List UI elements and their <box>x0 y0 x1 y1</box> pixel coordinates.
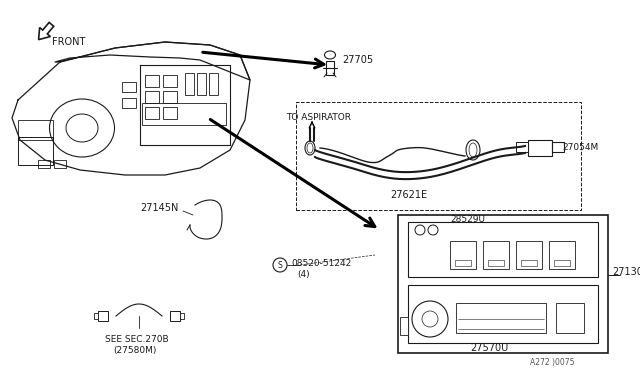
Bar <box>38 160 50 168</box>
Ellipse shape <box>324 51 335 59</box>
Bar <box>408 222 598 277</box>
Text: 28529U: 28529U <box>450 215 485 224</box>
Ellipse shape <box>469 143 477 157</box>
Bar <box>54 160 66 168</box>
Bar <box>326 61 334 75</box>
Text: 27570U: 27570U <box>470 343 508 353</box>
Bar <box>197 73 206 95</box>
Text: (27580M): (27580M) <box>113 346 156 355</box>
Text: 27145N: 27145N <box>140 203 179 213</box>
Bar <box>163 91 177 103</box>
Bar <box>528 140 552 156</box>
Bar <box>142 103 226 125</box>
Circle shape <box>428 225 438 235</box>
Text: FRONT: FRONT <box>52 37 85 47</box>
Text: 27621E: 27621E <box>390 190 427 200</box>
Bar <box>18 120 53 140</box>
Bar <box>549 241 575 269</box>
Bar <box>521 260 537 266</box>
Bar <box>122 98 136 108</box>
Bar <box>516 241 542 269</box>
Bar <box>94 313 98 319</box>
Bar <box>556 303 584 333</box>
Bar <box>145 91 159 103</box>
Ellipse shape <box>305 141 315 155</box>
Bar <box>398 215 608 353</box>
Ellipse shape <box>307 143 313 153</box>
Bar <box>98 311 108 321</box>
Bar <box>163 107 177 119</box>
Bar <box>408 285 598 343</box>
Text: 27705: 27705 <box>342 55 373 65</box>
Text: 27130: 27130 <box>612 267 640 277</box>
Polygon shape <box>38 22 54 40</box>
Circle shape <box>273 258 287 272</box>
Bar <box>122 82 136 92</box>
Bar <box>180 313 184 319</box>
Bar <box>18 137 53 165</box>
Circle shape <box>415 225 425 235</box>
Text: (4): (4) <box>297 269 310 279</box>
Bar <box>400 317 408 335</box>
Bar <box>296 102 581 210</box>
Text: 08520-51242: 08520-51242 <box>291 259 351 267</box>
Bar <box>170 311 180 321</box>
Text: 27054M: 27054M <box>562 142 598 151</box>
Bar <box>554 260 570 266</box>
Ellipse shape <box>466 140 480 160</box>
Bar <box>552 142 564 152</box>
Bar <box>455 260 471 266</box>
Bar <box>163 75 177 87</box>
Bar <box>145 107 159 119</box>
Bar <box>450 241 476 269</box>
Bar <box>516 142 528 152</box>
Bar <box>145 75 159 87</box>
Text: A272 )0075: A272 )0075 <box>530 359 575 368</box>
Bar <box>483 241 509 269</box>
Text: S: S <box>278 260 282 269</box>
Text: TO ASPIRATOR: TO ASPIRATOR <box>286 113 351 122</box>
Bar <box>185 73 194 95</box>
Bar <box>456 303 546 333</box>
Bar <box>209 73 218 95</box>
Bar <box>488 260 504 266</box>
Text: SEE SEC.270B: SEE SEC.270B <box>105 336 168 344</box>
